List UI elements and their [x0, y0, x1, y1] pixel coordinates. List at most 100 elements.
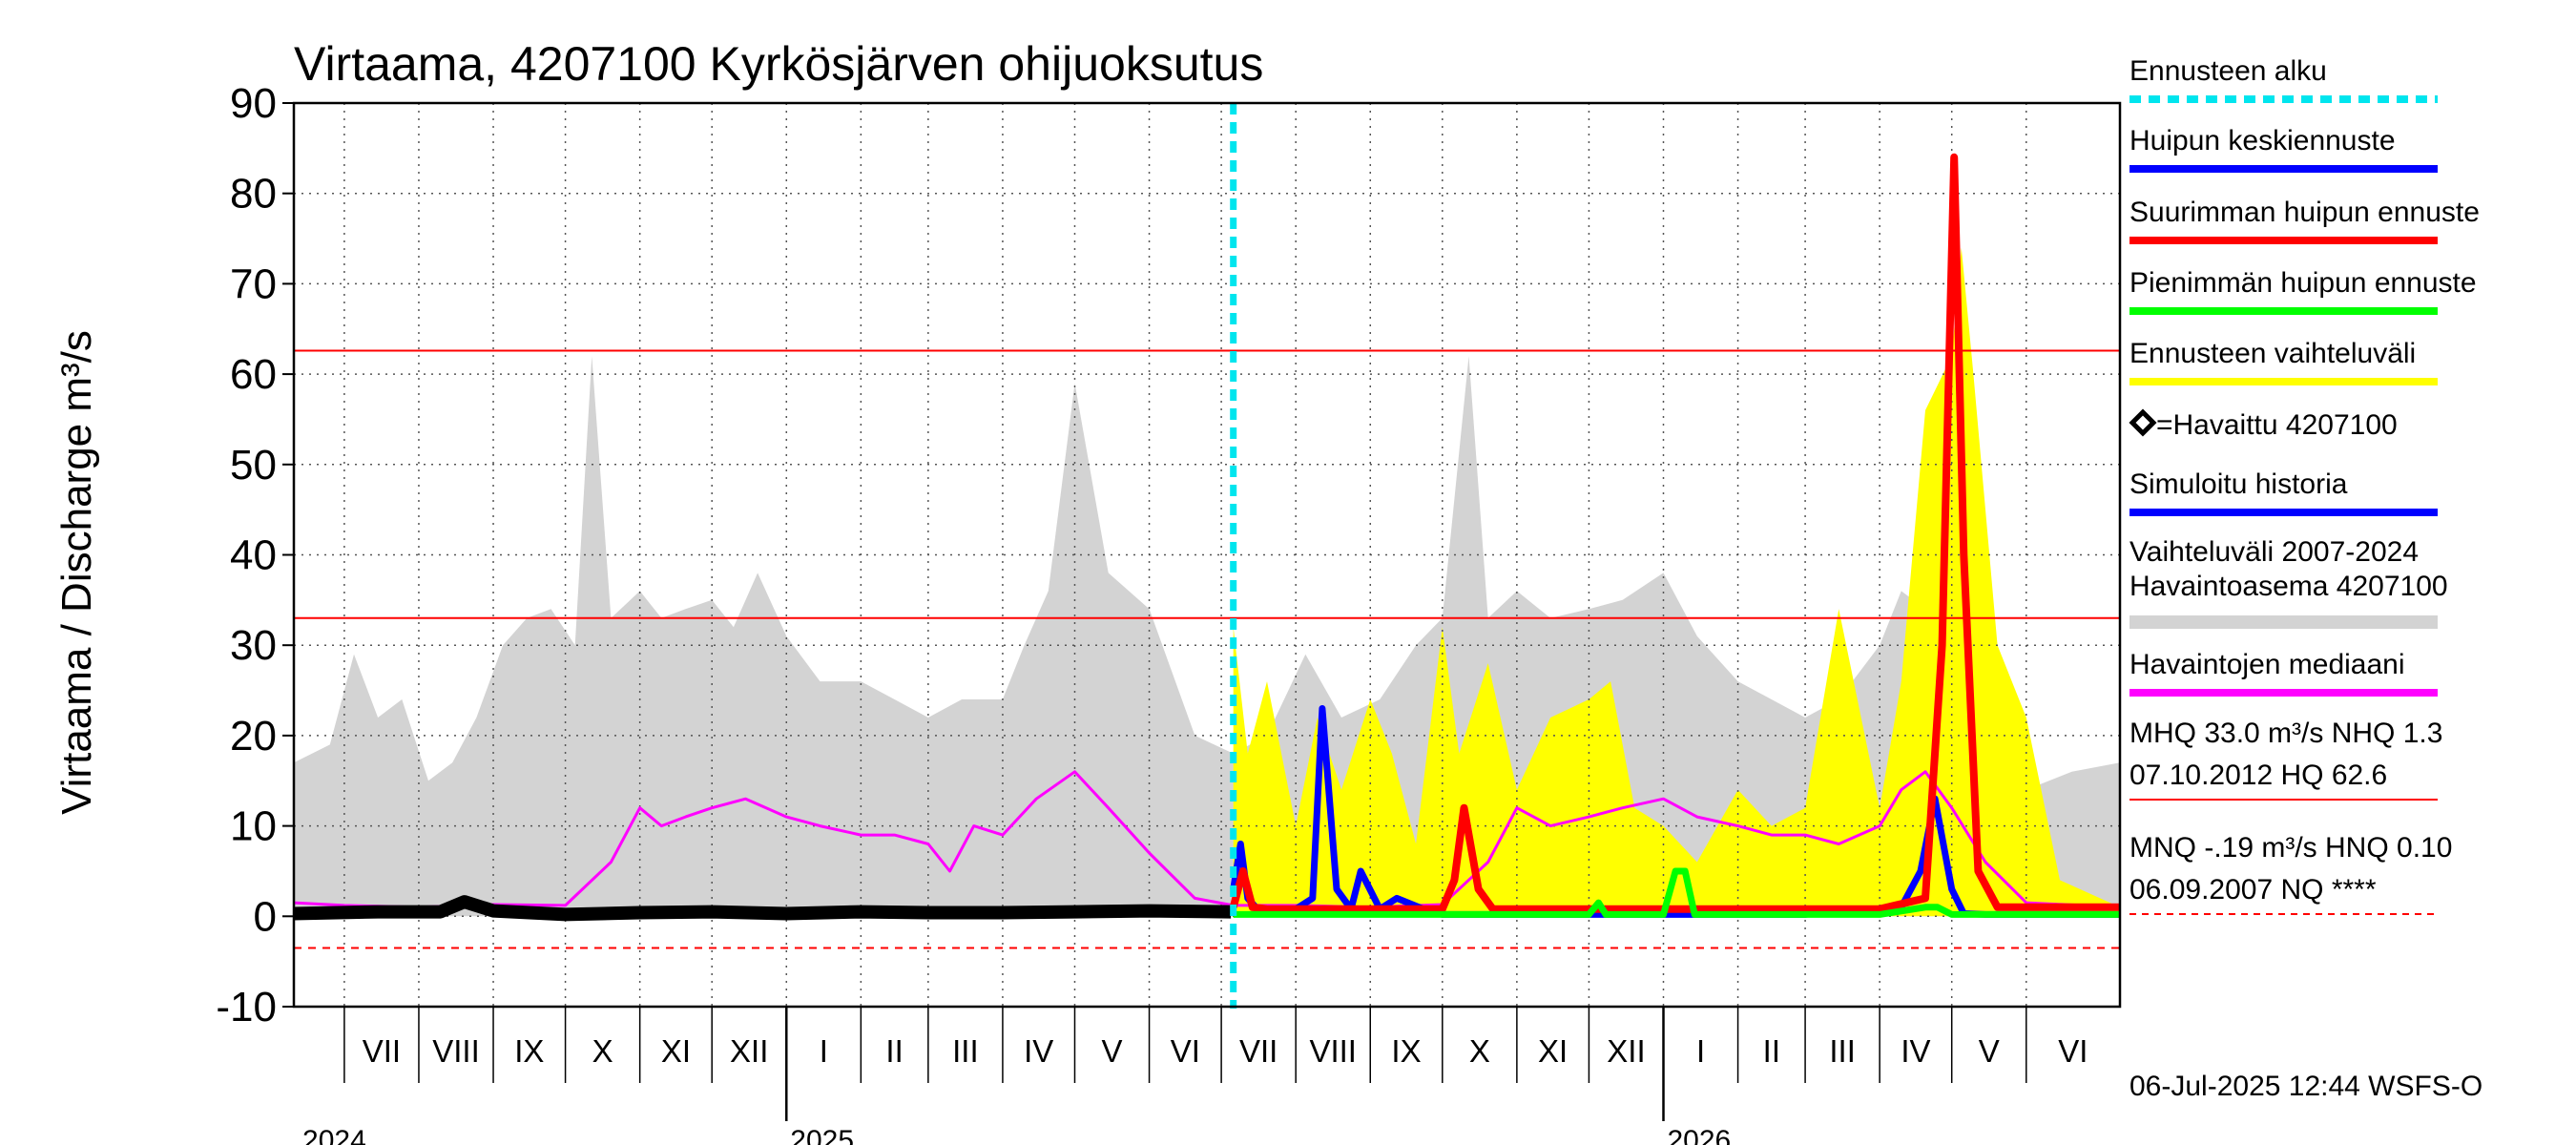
data-point	[492, 909, 495, 912]
y-tick-label-1: 80	[230, 171, 277, 218]
data-point	[711, 910, 714, 913]
series-line-3	[1229, 153, 2120, 913]
legend-observed-marker-icon	[2129, 408, 2157, 437]
month-label-11: VI	[1171, 1033, 1200, 1069]
data-point	[1662, 798, 1665, 801]
month-label-10: V	[1102, 1033, 1123, 1069]
month-label-4: XI	[661, 1033, 691, 1069]
year-label-2024: 2024	[302, 1125, 366, 1145]
data-point	[1924, 897, 1927, 900]
timestamp: 06-Jul-2025 12:44 WSFS-O	[2129, 1071, 2483, 1102]
data-point	[1879, 913, 1881, 916]
data-point	[1950, 887, 1953, 890]
data-point	[1265, 907, 1268, 910]
data-point	[1953, 156, 1956, 158]
data-point	[744, 798, 747, 801]
data-point	[1463, 806, 1465, 809]
data-point	[1977, 869, 1980, 872]
data-point	[610, 861, 613, 864]
data-point	[1073, 910, 1076, 913]
y-tick-label-9: 0	[254, 893, 277, 940]
month-label-0: VII	[363, 1033, 401, 1069]
data-point	[860, 834, 862, 837]
month-label-8: III	[952, 1033, 979, 1069]
month-label-7: II	[885, 1033, 903, 1069]
data-point	[1919, 869, 1922, 872]
y-axis-label: Virtaama / Discharge m³/s	[53, 330, 100, 815]
data-point	[1684, 869, 1687, 872]
data-point	[1963, 553, 1965, 556]
data-point	[1950, 913, 1953, 916]
legend-label-7-line2: Havaintoasema 4207100	[2129, 571, 2448, 602]
data-point	[1001, 834, 1004, 837]
data-point	[1674, 869, 1677, 872]
data-point	[1335, 887, 1338, 890]
year-label-2025: 2025	[790, 1125, 854, 1145]
y-tick-label-10: -10	[216, 984, 277, 1030]
data-point	[1107, 806, 1110, 809]
data-point	[893, 834, 896, 837]
data-point	[972, 824, 975, 827]
y-tick-label-0: 90	[230, 80, 277, 127]
stats-line-4: 06.09.2007 NQ ****	[2129, 874, 2377, 906]
month-label-16: XI	[1538, 1033, 1568, 1069]
stats-line-1: MHQ 33.0 m³/s NHQ 1.3	[2129, 718, 2442, 749]
data-point	[439, 910, 442, 913]
month-label-20: III	[1829, 1033, 1856, 1069]
data-point	[660, 824, 663, 827]
data-point	[1311, 897, 1314, 900]
data-point	[1515, 907, 1518, 910]
data-point	[948, 869, 951, 872]
data-point	[1073, 770, 1076, 773]
y-tick-label-4: 50	[230, 442, 277, 489]
data-point	[1736, 824, 1739, 827]
data-point	[1879, 907, 1881, 910]
month-label-12: VII	[1239, 1033, 1278, 1069]
legend-label-2: Suurimman huipun ennuste	[2129, 197, 2480, 228]
data-point	[638, 806, 641, 809]
data-point	[785, 816, 788, 819]
chart-title: Virtaama, 4207100 Kyrkösjärven ohijuoksu…	[294, 37, 1263, 91]
statistics-box: MHQ 33.0 m³/s NHQ 1.3 07.10.2012 HQ 62.6…	[2129, 718, 2452, 915]
month-label-19: II	[1763, 1033, 1780, 1069]
data-point	[1924, 770, 1927, 773]
data-point	[1148, 909, 1151, 912]
y-tick-label-6: 30	[230, 622, 277, 669]
y-tick-label-7: 20	[230, 713, 277, 760]
month-label-14: IX	[1391, 1033, 1421, 1069]
data-point	[1491, 907, 1494, 910]
legend-label-0: Ennusteen alku	[2129, 55, 2327, 87]
legend: Ennusteen alku Huipun keskiennuste Suurimm…	[2129, 55, 2480, 697]
y-tick-label-2: 70	[230, 260, 277, 307]
y-axis-ticks: 90 80 70 60 50 40 30 20 10 0 -10	[216, 80, 294, 1030]
data-point	[638, 911, 641, 914]
band-1	[1233, 247, 2120, 917]
data-point	[1695, 816, 1698, 819]
data-point	[1879, 824, 1881, 827]
data-point	[926, 843, 929, 845]
y-tick-label-5: 40	[230, 532, 277, 579]
month-label-3: X	[592, 1033, 613, 1069]
data-point	[1770, 834, 1773, 837]
data-point	[1441, 907, 1444, 910]
data-point	[1477, 887, 1480, 890]
month-label-5: XII	[730, 1033, 768, 1069]
y-tick-label-8: 10	[230, 803, 277, 850]
data-point	[860, 910, 862, 913]
data-point	[1001, 911, 1004, 914]
data-point	[819, 824, 821, 827]
data-point	[1486, 861, 1489, 864]
month-label-2: IX	[514, 1033, 544, 1069]
data-point	[1194, 897, 1196, 900]
plot-area	[292, 101, 2122, 1009]
stats-line-3: MNQ -.19 m³/s HNQ 0.10	[2129, 832, 2452, 864]
data-point	[1924, 906, 1927, 908]
data-point	[1996, 906, 1999, 908]
data-point	[1515, 806, 1518, 809]
data-point	[1035, 798, 1038, 801]
month-label-15: X	[1469, 1033, 1490, 1069]
legend-label-8: Havaintojen mediaani	[2129, 649, 2405, 680]
data-point	[1453, 879, 1456, 882]
legend-label-3: Pienimmän huipun ennuste	[2129, 267, 2477, 299]
